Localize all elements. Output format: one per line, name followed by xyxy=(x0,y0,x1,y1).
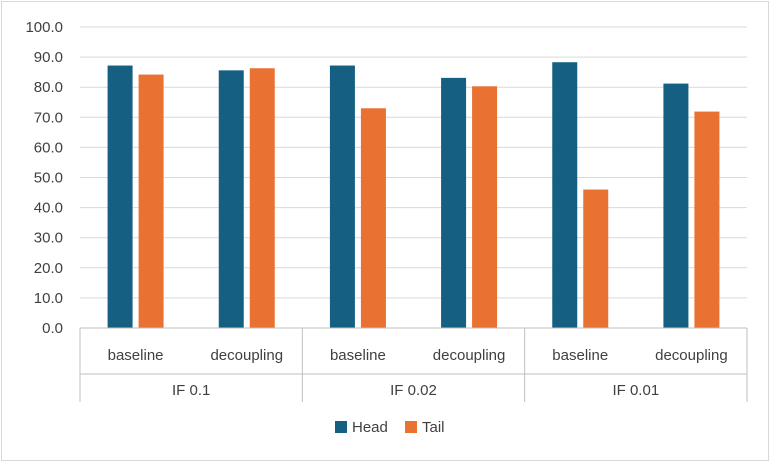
x-category-label: baseline xyxy=(552,347,608,364)
y-tick-label: 60.0 xyxy=(34,139,63,156)
x-group-label: IF 0.02 xyxy=(390,382,437,399)
legend: Head Tail xyxy=(335,419,445,436)
y-tick-label: 10.0 xyxy=(34,290,63,307)
y-axis-ticks: 0.0 10.0 20.0 30.0 40.0 50.0 60.0 70.0 80.0 90.0 1… xyxy=(25,19,63,337)
x-category-label: decoupling xyxy=(433,347,506,364)
y-tick-label: 80.0 xyxy=(34,79,63,96)
bars xyxy=(107,62,720,329)
bar-tail-baseline-1 xyxy=(138,74,164,328)
bar-tail-decoupling-3 xyxy=(694,111,720,329)
x-category-label: decoupling xyxy=(655,347,728,364)
y-tick-label: 30.0 xyxy=(34,230,63,247)
x-group-label: IF 0.01 xyxy=(612,382,659,399)
y-tick-label: 50.0 xyxy=(34,170,63,187)
x-category-label: decoupling xyxy=(210,347,283,364)
bar-head-decoupling-3 xyxy=(663,83,689,328)
x-group-label: IF 0.1 xyxy=(172,382,210,399)
chart-frame: 0.0 10.0 20.0 30.0 40.0 50.0 60.0 70.0 80.0 90.0 1… xyxy=(1,1,769,461)
y-tick-label: 20.0 xyxy=(34,260,63,277)
legend-swatch-tail xyxy=(405,421,417,433)
y-tick-label: 70.0 xyxy=(34,109,63,126)
legend-label-head: Head xyxy=(352,419,388,436)
bar-chart: 0.0 10.0 20.0 30.0 40.0 50.0 60.0 70.0 80.0 90.0 1… xyxy=(25,19,748,436)
bar-tail-decoupling-2 xyxy=(472,86,498,328)
bar-head-baseline-3 xyxy=(552,62,578,328)
y-tick-label: 90.0 xyxy=(34,49,63,66)
bar-tail-decoupling-1 xyxy=(249,68,275,328)
bar-head-decoupling-1 xyxy=(218,70,244,329)
x-category-label: baseline xyxy=(330,347,386,364)
bar-tail-baseline-2 xyxy=(360,108,386,329)
y-tick-label: 0.0 xyxy=(42,320,63,337)
bar-head-baseline-1 xyxy=(107,65,133,328)
gridlines xyxy=(80,26,747,329)
y-tick-label: 40.0 xyxy=(34,200,63,217)
bar-head-decoupling-2 xyxy=(441,77,467,328)
x-axis: baseline decoupling baseline decoupling base… xyxy=(79,327,748,402)
bar-head-baseline-2 xyxy=(329,65,355,328)
bar-tail-baseline-3 xyxy=(583,189,609,328)
legend-swatch-head xyxy=(335,421,347,433)
y-tick-label: 100.0 xyxy=(25,19,63,36)
legend-label-tail: Tail xyxy=(422,419,445,436)
x-category-label: baseline xyxy=(108,347,164,364)
